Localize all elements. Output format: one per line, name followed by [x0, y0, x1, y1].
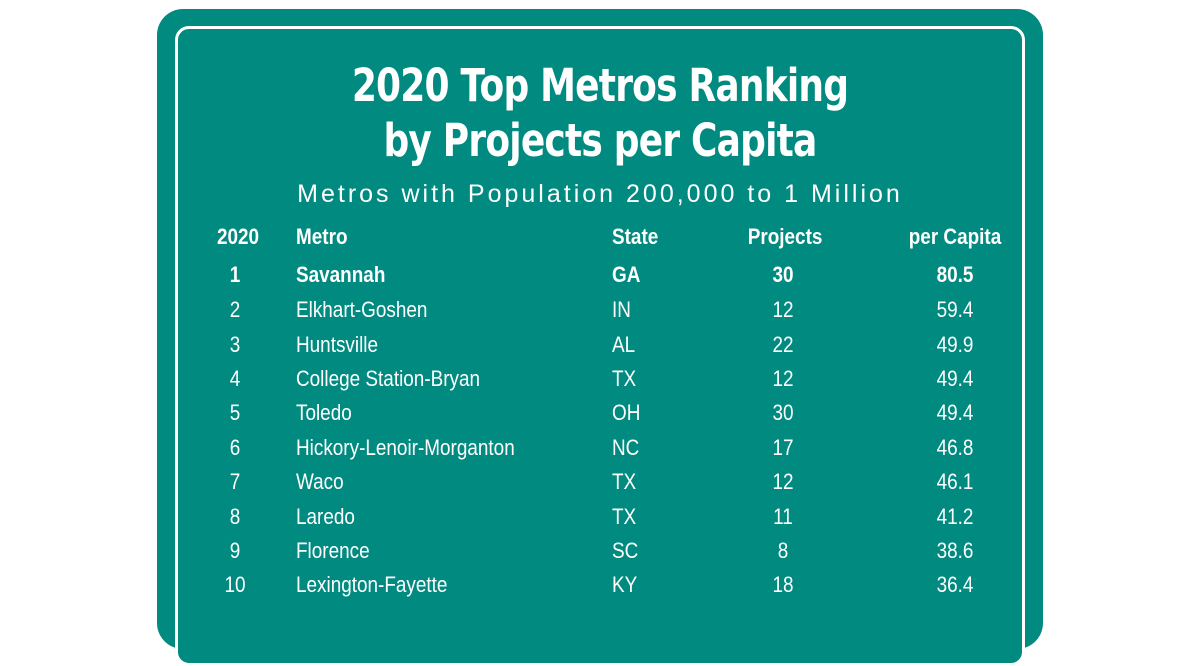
cell-per-capita: 36.4 [936, 572, 974, 597]
cell-metro: Elkhart-Goshen [296, 297, 428, 322]
header-projects: Projects [747, 224, 823, 249]
cell-projects: 12 [772, 366, 794, 391]
cell-state: TX [612, 366, 637, 391]
cell-rank: 9 [229, 538, 241, 563]
cell-rank: 4 [229, 366, 241, 391]
cell-rank: 1 [229, 262, 241, 287]
page-title-line-1: 2020 Top Metros Ranking [351, 59, 849, 112]
sign-inner-border [175, 26, 1025, 666]
cell-rank: 10 [224, 572, 246, 597]
page-subtitle: Metros with Population 200,000 to 1 Mill… [297, 180, 903, 208]
cell-projects: 12 [772, 297, 794, 322]
cell-projects: 8 [777, 538, 789, 563]
header-per-capita: per Capita [908, 224, 1002, 249]
cell-projects: 30 [772, 400, 794, 425]
cell-rank: 5 [229, 400, 241, 425]
cell-metro: Laredo [296, 504, 355, 529]
cell-per-capita: 80.5 [936, 262, 974, 287]
cell-metro: College Station-Bryan [296, 366, 481, 391]
cell-state: IN [612, 297, 631, 322]
cell-per-capita: 49.4 [936, 366, 974, 391]
cell-projects: 11 [773, 504, 793, 529]
cell-projects: 18 [772, 572, 794, 597]
cell-metro: Huntsville [296, 332, 379, 357]
cell-projects: 22 [772, 332, 794, 357]
cell-state: AL [612, 332, 636, 357]
header-metro: Metro [296, 224, 348, 249]
cell-state: NC [612, 435, 640, 460]
cell-per-capita: 49.4 [936, 400, 974, 425]
cell-state: OH [612, 400, 641, 425]
header-state: State [612, 224, 659, 249]
cell-per-capita: 46.1 [936, 469, 974, 494]
cell-state: KY [612, 572, 638, 597]
cell-rank: 7 [229, 469, 241, 494]
cell-rank: 8 [229, 504, 241, 529]
cell-metro: Savannah [296, 262, 386, 287]
header-rank: 2020 [216, 224, 260, 249]
cell-rank: 2 [229, 297, 241, 322]
cell-rank: 6 [229, 435, 241, 460]
cell-per-capita: 49.9 [936, 332, 974, 357]
cell-metro: Lexington-Fayette [296, 572, 448, 597]
cell-metro: Toledo [296, 400, 352, 425]
cell-metro: Florence [296, 538, 370, 563]
cell-per-capita: 41.2 [936, 504, 974, 529]
cell-state: SC [612, 538, 639, 563]
cell-rank: 3 [229, 332, 241, 357]
cell-projects: 12 [772, 469, 794, 494]
cell-projects: 30 [772, 262, 794, 287]
page-title-line-2: by Projects per Capita [383, 114, 817, 167]
cell-metro: Hickory-Lenoir-Morganton [296, 435, 515, 460]
cell-projects: 17 [772, 435, 794, 460]
cell-metro: Waco [296, 469, 344, 494]
cell-state: GA [612, 262, 641, 287]
cell-per-capita: 59.4 [936, 297, 974, 322]
cell-per-capita: 38.6 [936, 538, 974, 563]
cell-state: TX [612, 504, 637, 529]
cell-state: TX [612, 469, 637, 494]
cell-per-capita: 46.8 [936, 435, 974, 460]
